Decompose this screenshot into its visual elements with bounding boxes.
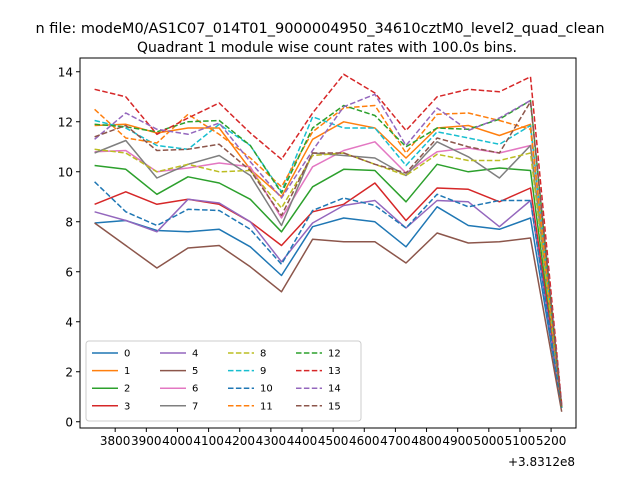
x-tick-label: 4300 (256, 434, 287, 448)
series-line-5 (94, 222, 563, 412)
x-tick-label: 4000 (162, 434, 193, 448)
legend-label-5: 5 (192, 366, 198, 377)
x-tick-label: 5000 (474, 434, 505, 448)
legend-label-15: 15 (328, 401, 341, 412)
x-tick-label: 4600 (349, 434, 380, 448)
legend-label-13: 13 (328, 366, 341, 377)
series-layer (94, 73, 563, 412)
y-tick-label: 0 (65, 415, 73, 429)
legend-label-4: 4 (192, 349, 198, 360)
y-tick-label: 6 (65, 265, 73, 279)
legend-label-6: 6 (192, 384, 198, 395)
series-line-3 (94, 182, 563, 407)
y-tick-label: 8 (65, 215, 73, 229)
series-line-11 (94, 104, 563, 407)
legend-label-12: 12 (328, 349, 341, 360)
series-line-15 (94, 101, 563, 409)
legend-label-8: 8 (260, 349, 266, 360)
legend-label-1: 1 (124, 366, 130, 377)
series-line-2 (94, 163, 563, 409)
x-tick-label: 4700 (380, 434, 411, 448)
x-axis-offset-label: +3.8312e8 (508, 455, 575, 469)
legend-label-7: 7 (192, 401, 198, 412)
figure-suptitle: n file: modeM0/AS1C07_014T01_9000004950_… (35, 21, 604, 37)
legend-label-9: 9 (260, 366, 266, 377)
chart-title: Quadrant 1 module wise count rates with … (137, 40, 517, 56)
series-line-10 (94, 181, 563, 409)
series-line-8 (94, 148, 563, 409)
x-tick-label: 4500 (318, 434, 349, 448)
x-tick-label: 5200 (536, 434, 567, 448)
y-tick-label: 4 (65, 315, 73, 329)
x-tick-label: 3900 (131, 434, 162, 448)
x-axis: 3800 3900 4000 4100 4200 4300 4400 4500 4600 4700… (100, 428, 566, 448)
x-tick-label: 3800 (100, 434, 131, 448)
x-tick-label: 4900 (442, 434, 473, 448)
legend-box (85, 340, 362, 422)
y-tick-label: 12 (58, 115, 73, 129)
legend-label-2: 2 (124, 384, 130, 395)
legend-label-3: 3 (124, 401, 130, 412)
legend-label-11: 11 (260, 401, 273, 412)
legend-label-0: 0 (124, 349, 130, 360)
legend-label-14: 14 (328, 384, 341, 395)
x-tick-label: 5100 (505, 434, 536, 448)
x-tick-label: 4200 (224, 434, 255, 448)
x-tick-label: 4800 (411, 434, 442, 448)
x-tick-label: 4400 (287, 434, 318, 448)
y-tick-label: 14 (58, 65, 73, 79)
x-tick-label: 4100 (193, 434, 224, 448)
y-tick-label: 10 (58, 165, 73, 179)
series-line-13 (94, 73, 563, 405)
series-line-14 (94, 93, 563, 406)
series-line-4 (94, 198, 563, 409)
series-line-1 (94, 121, 563, 407)
plot-frame (79, 57, 577, 429)
y-axis: 0 2 4 6 8 10 12 14 (58, 65, 80, 429)
legend-label-10: 10 (260, 384, 273, 395)
series-line-0 (94, 206, 563, 409)
y-tick-label: 2 (65, 365, 73, 379)
plot-area (79, 57, 577, 429)
series-line-9 (94, 116, 563, 407)
